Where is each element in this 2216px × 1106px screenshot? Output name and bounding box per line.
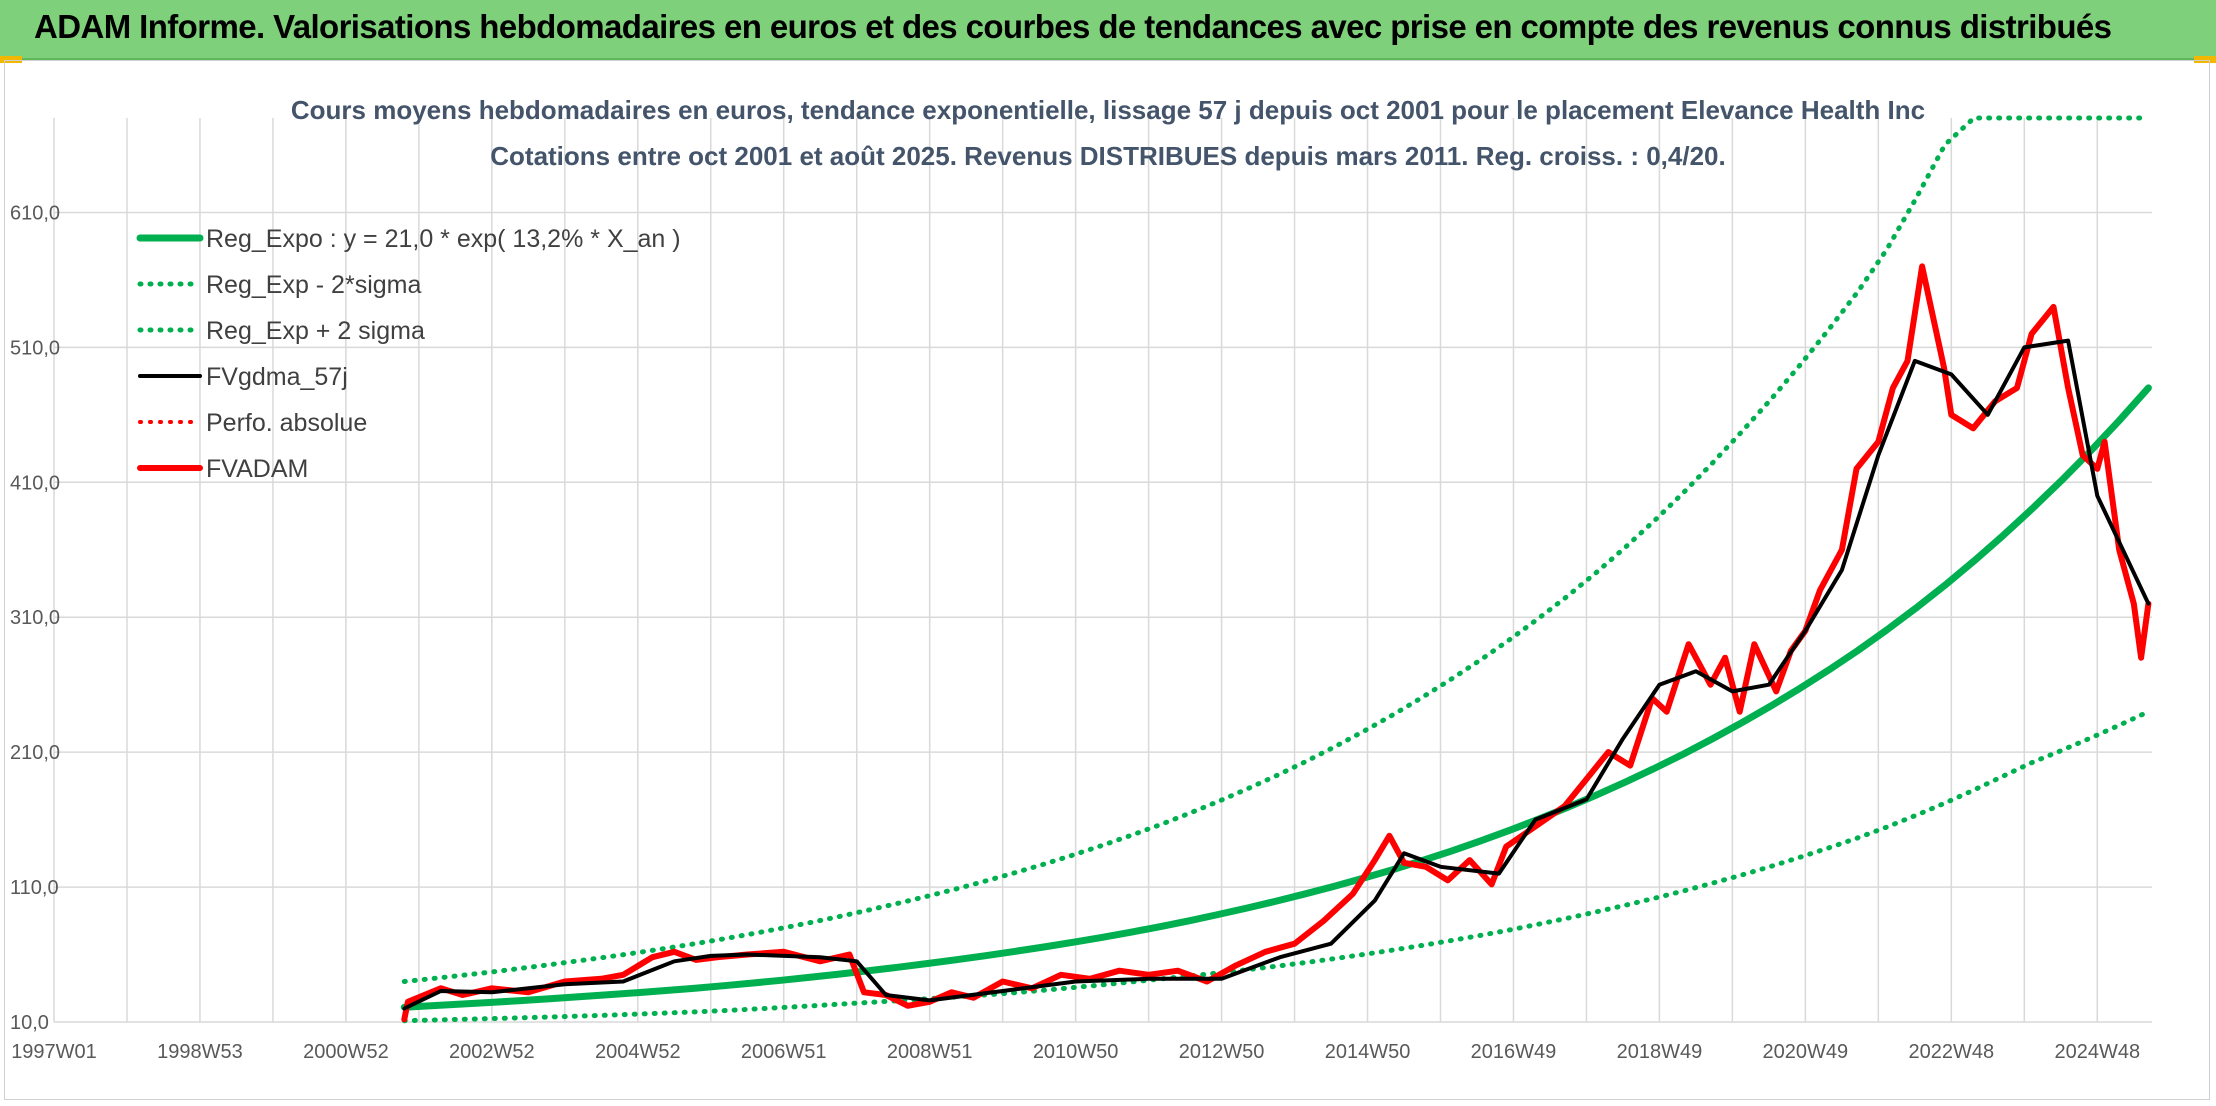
y-tick-label: 310,0 (10, 607, 60, 629)
x-tick-label: 2010W50 (1033, 1041, 1119, 1063)
y-tick-label: 610,0 (10, 202, 60, 224)
x-tick-label: 2006W51 (741, 1041, 827, 1063)
legend-label: FVADAM (206, 455, 308, 483)
chart-title-line-1: Cours moyens hebdomadaires en euros, ten… (291, 95, 1925, 125)
y-tick-label: 10,0 (10, 1012, 49, 1034)
legend-label: Reg_Exp + 2 sigma (206, 317, 425, 345)
y-tick-label: 210,0 (10, 742, 60, 764)
corner-mark-left (0, 56, 22, 63)
x-tick-label: 2022W48 (1909, 1041, 1995, 1063)
x-axis-ticks: 1997W01 1998W53 2000W52 2002W52 2004W52 2006W… (11, 1041, 2140, 1063)
x-tick-label: 2024W48 (2054, 1041, 2140, 1063)
series-line (401, 709, 2151, 1024)
y-tick-label: 110,0 (10, 877, 59, 899)
x-tick-label: 2016W49 (1471, 1041, 1557, 1063)
report-title: ADAM Informe. Valorisations hebdomadaire… (34, 8, 2112, 45)
series-layer (400, 115, 2152, 1024)
series-line (401, 115, 2151, 984)
x-tick-label: 2008W51 (887, 1041, 973, 1063)
x-tick-label: 1997W01 (11, 1041, 97, 1063)
x-tick-label: 2002W52 (449, 1041, 535, 1063)
x-tick-label: 2000W52 (303, 1041, 389, 1063)
grid-layer (53, 118, 2152, 1023)
x-tick-label: 2018W49 (1617, 1041, 1703, 1063)
series-line (400, 384, 2152, 1011)
legend-label: Reg_Exp - 2*sigma (206, 271, 421, 299)
legend-label: FVgdma_57j (206, 363, 348, 391)
x-tick-label: 2004W52 (595, 1041, 681, 1063)
y-tick-label: 510,0 (10, 337, 60, 359)
report-header: ADAM Informe. Valorisations hebdomadaire… (0, 0, 2216, 60)
legend-label: Reg_Expo : y = 21,0 * exp( 13,2% * X_an … (206, 225, 681, 253)
y-tick-label: 410,0 (10, 472, 60, 494)
series-line (402, 338, 2151, 1011)
corner-mark-right (2194, 56, 2216, 63)
y-axis-ticks: 10,0 110,0 210,0 310,0 410,0 510,0 610,0 (10, 202, 60, 1034)
legend-label: Perfo. absolue (206, 409, 367, 437)
x-tick-label: 2014W50 (1325, 1041, 1411, 1063)
x-tick-label: 1998W53 (157, 1041, 243, 1063)
chart-frame (4, 60, 2210, 1100)
legend: Reg_Expo : y = 21,0 * exp( 13,2% * X_an … (136, 225, 681, 483)
x-tick-label: 2012W50 (1179, 1041, 1265, 1063)
chart-title-line-2: Cotations entre oct 2001 et août 2025. R… (490, 141, 1725, 171)
x-tick-label: 2020W49 (1763, 1041, 1849, 1063)
series-line (401, 263, 2152, 1023)
